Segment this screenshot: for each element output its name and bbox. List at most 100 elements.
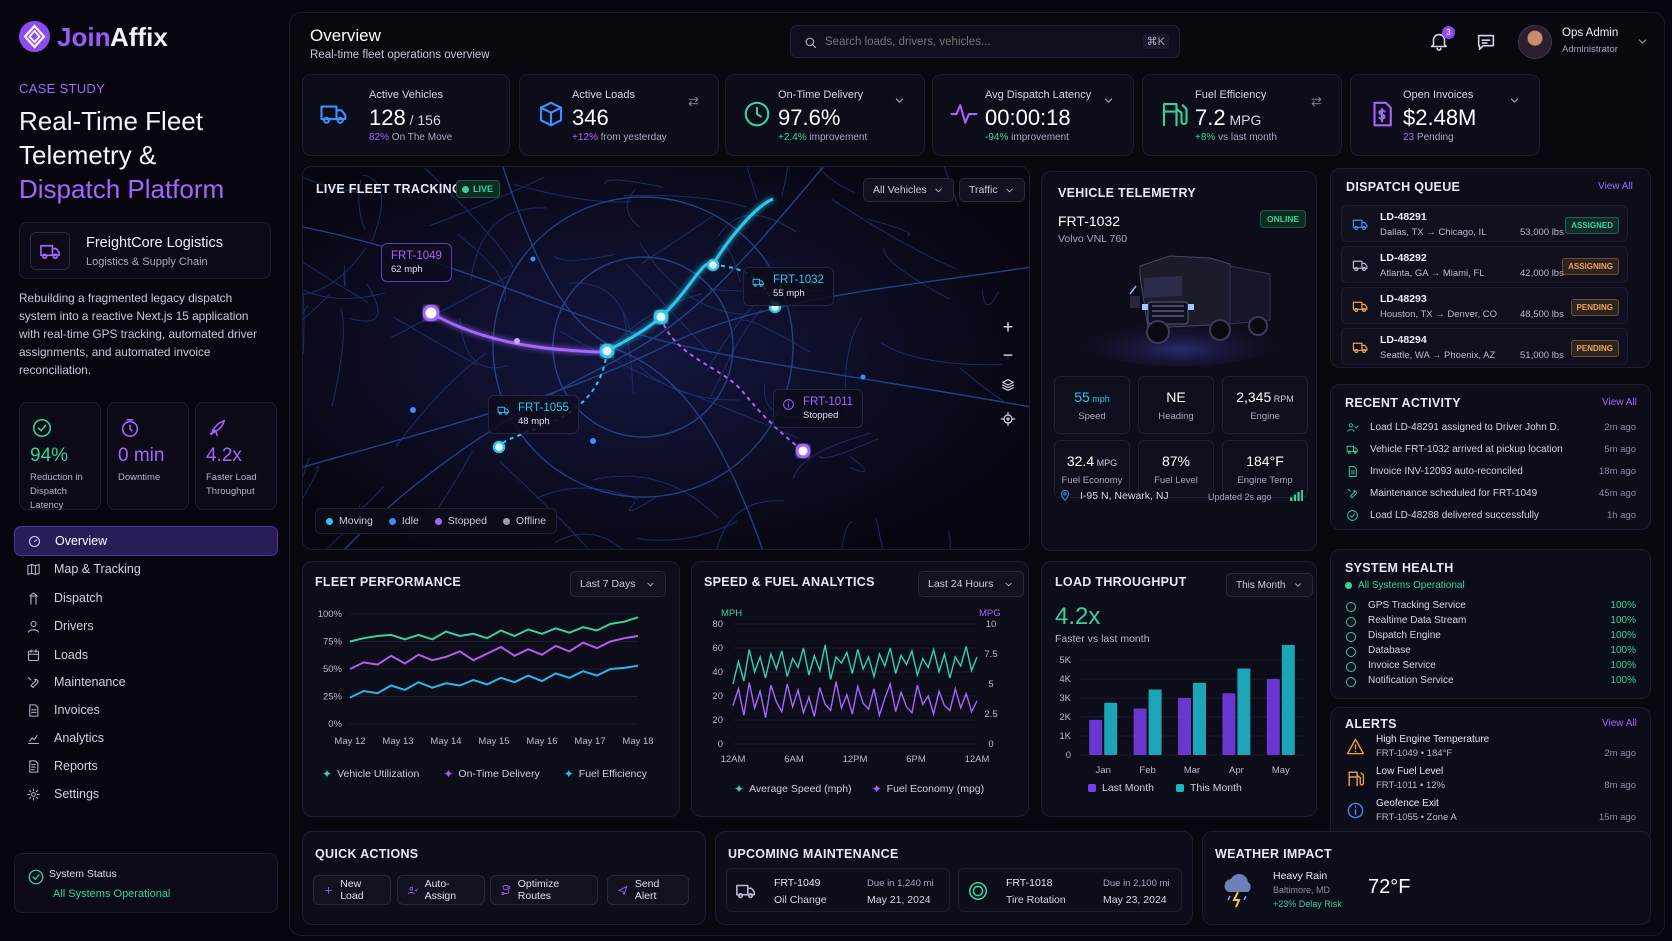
notification-button[interactable]: 3 bbox=[1428, 26, 1455, 54]
left-tick-label: 60 bbox=[712, 643, 723, 654]
tile-value-unit: MPG bbox=[1094, 458, 1118, 468]
maintenance-item-1[interactable]: FRT-1049 Oil Change Due in 1,240 mi May … bbox=[726, 868, 950, 912]
map-canvas[interactable] bbox=[303, 167, 1030, 550]
alert-item[interactable]: High Engine Temperature FRT-1049 • 184°F 2… bbox=[1346, 734, 1636, 766]
maintenance-item-2[interactable]: FRT-1018 Tire Rotation Due in 2,100 mi M… bbox=[958, 868, 1182, 912]
gear-icon bbox=[27, 787, 40, 801]
legend-item: ✦ On-Time Delivery bbox=[443, 767, 539, 781]
chevron-down-icon[interactable] bbox=[893, 94, 906, 107]
health-check-icon bbox=[1346, 662, 1356, 672]
kpi-fuel-efficiency[interactable]: Fuel Efficiency 7.2 MPG +8% vs last month bbox=[1142, 74, 1342, 156]
alert-title: Geofence Exit bbox=[1376, 798, 1439, 809]
kpi-sub-strong: 82% bbox=[369, 132, 390, 143]
quick-action-label: Optimize Routes bbox=[517, 878, 560, 902]
x-tick-label: May 15 bbox=[478, 736, 509, 747]
left-tick-label: 20 bbox=[712, 691, 723, 702]
chevron-down-icon[interactable] bbox=[1102, 94, 1115, 107]
filter-traffic-select[interactable]: Traffic bbox=[959, 178, 1025, 202]
activity-item[interactable]: Load LD-48288 delivered successfully 1h a… bbox=[1346, 509, 1636, 525]
kpi-active-loads[interactable]: Active Loads 346 +12% from yesterday bbox=[519, 74, 719, 156]
y-tick-label: 25% bbox=[323, 692, 343, 703]
telemetry-tile-fuel-level: 87% Fuel Level bbox=[1138, 440, 1214, 498]
kpi-on-time-delivery[interactable]: On-Time Delivery 97.6% +2.4% improvement bbox=[725, 74, 925, 156]
kpi-avg-dispatch-latency[interactable]: Avg Dispatch Latency 00:00:18 -94% improve… bbox=[932, 74, 1134, 156]
quick-action-send-alert[interactable]: Send Alert bbox=[607, 875, 689, 905]
nav-item-analytics[interactable]: Analytics bbox=[14, 723, 278, 753]
dispatch-row[interactable]: LD-48293 Houston, TX → Denver, CO 48,500 l… bbox=[1341, 287, 1628, 324]
activity-time: 18m ago bbox=[1599, 466, 1636, 477]
bar-this-month-apr bbox=[1237, 668, 1251, 755]
check-circle-icon bbox=[1347, 510, 1358, 521]
search-input[interactable] bbox=[825, 33, 1125, 51]
activity-view-all-link[interactable]: View All bbox=[1602, 397, 1637, 408]
kpi-sub: +12% from yesterday bbox=[572, 132, 667, 143]
nav-item-settings[interactable]: Settings bbox=[14, 779, 278, 809]
filter-vehicles-select[interactable]: All Vehicles bbox=[863, 178, 954, 202]
load-throughput-chart: 5K 4K 3K 2K 1K 0 Jan Feb Mar Apr May bbox=[1059, 645, 1303, 775]
zoom-out-button[interactable]: − bbox=[1002, 345, 1014, 365]
map-marker-frt-1055[interactable]: FRT-1055 48 mph bbox=[488, 395, 579, 434]
activity-item[interactable]: Load LD-48291 assigned to Driver John D.… bbox=[1346, 421, 1636, 437]
speed-range-select[interactable]: Last 24 Hours bbox=[918, 571, 1025, 597]
throughput-range-select[interactable]: This Month bbox=[1226, 573, 1314, 597]
activity-item[interactable]: Vehicle FRT-1032 arrived at pickup locat… bbox=[1346, 443, 1636, 459]
load-throughput-legend: Last Month This Month bbox=[1088, 782, 1242, 794]
alerts-view-all-link[interactable]: View All bbox=[1602, 718, 1637, 729]
maintenance-date: May 21, 2024 bbox=[867, 894, 931, 906]
load-id: LD-48292 bbox=[1380, 252, 1427, 264]
nav-item-dispatch[interactable]: Dispatch bbox=[14, 583, 278, 613]
truck-icon bbox=[736, 884, 756, 899]
legend-item: ✦ Fuel Economy (mpg) bbox=[872, 782, 985, 796]
tile-value-main: 87% bbox=[1161, 453, 1191, 469]
activity-item[interactable]: Maintenance scheduled for FRT-1049 45m ag… bbox=[1346, 487, 1636, 503]
kpi-active-vehicles[interactable]: Active Vehicles 128 / 156 82% On The Move bbox=[302, 74, 510, 156]
user-menu[interactable]: Ops Admin Administrator bbox=[1518, 24, 1658, 60]
chat-icon bbox=[1477, 34, 1495, 51]
nav-item-maintenance[interactable]: Maintenance bbox=[14, 667, 278, 697]
case-study-title-1: Real-Time Fleet bbox=[19, 106, 203, 136]
kpi-open-invoices[interactable]: Open Invoices $2.48M 23 Pending bbox=[1350, 74, 1540, 156]
nav-item-loads[interactable]: Loads bbox=[14, 640, 278, 670]
telemetry-tile-engine: 2,345 RPM Engine bbox=[1222, 376, 1308, 434]
legend-item: This Month bbox=[1175, 782, 1242, 794]
legend-label: Fuel Efficiency bbox=[578, 768, 647, 780]
legend-label: Offline bbox=[515, 515, 547, 527]
dispatch-row[interactable]: LD-48292 Atlanta, GA → Miami, FL 42,000 lb… bbox=[1341, 246, 1628, 283]
dispatch-row[interactable]: LD-48291 Dallas, TX → Chicago, IL 53,000 l… bbox=[1341, 205, 1628, 242]
quick-action-auto-assign[interactable]: Auto-Assign bbox=[397, 875, 485, 905]
kpi-sub-strong: -94% bbox=[985, 132, 1009, 143]
brand-logo[interactable]: Join Affix bbox=[18, 20, 198, 54]
nav-item-map-tracking[interactable]: Map & Tracking bbox=[14, 554, 278, 584]
marker-id: FRT-1049 bbox=[391, 250, 442, 262]
invoice-dollar-icon bbox=[1373, 101, 1392, 127]
quick-action-new-load[interactable]: New Load bbox=[313, 875, 391, 905]
nav-item-invoices[interactable]: Invoices bbox=[14, 695, 278, 725]
activity-item[interactable]: Invoice INV-12093 auto-reconciled 18m ago bbox=[1346, 465, 1636, 481]
map-marker-frt-1049[interactable]: FRT-1049 62 mph bbox=[381, 243, 452, 282]
nav-item-drivers[interactable]: Drivers bbox=[14, 611, 278, 641]
tile-value: 87% bbox=[1139, 453, 1213, 469]
alert-item[interactable]: Geofence Exit FRT-1055 • Zone A 15m ago bbox=[1346, 798, 1636, 830]
locate-button[interactable] bbox=[992, 403, 1024, 437]
layers-button[interactable] bbox=[992, 369, 1024, 403]
alert-item[interactable]: Low Fuel Level FRT-1011 • 12% 8m ago bbox=[1346, 766, 1636, 798]
search-bar[interactable]: ⌘K bbox=[790, 25, 1180, 58]
fleet-range-select[interactable]: Last 7 Days bbox=[570, 571, 667, 597]
map-marker-frt-1011[interactable]: FRT-1011 Stopped bbox=[773, 389, 864, 428]
dispatch-row[interactable]: LD-48294 Seattle, WA → Phoenix, AZ 51,000 … bbox=[1341, 328, 1628, 365]
nav-item-overview[interactable]: Overview bbox=[14, 526, 278, 556]
kpi-value: 00:00:18 bbox=[985, 105, 1071, 131]
tile-label: Engine Temp bbox=[1237, 475, 1293, 486]
kpi-sub-strong: +2.4% bbox=[778, 132, 807, 143]
weather-impact-card bbox=[1202, 831, 1651, 925]
chevron-down-icon[interactable] bbox=[1508, 94, 1521, 107]
messages-button[interactable] bbox=[1475, 31, 1499, 55]
bar-this-month-may bbox=[1281, 645, 1295, 755]
map-marker-frt-1032[interactable]: FRT-1032 55 mph bbox=[743, 267, 834, 306]
nav-item-reports[interactable]: Reports bbox=[14, 751, 278, 781]
legend-item: ✦ Vehicle Utilization bbox=[322, 767, 419, 781]
quick-action-optimize-routes[interactable]: Optimize Routes bbox=[490, 875, 598, 905]
bar-last-month-feb bbox=[1133, 708, 1147, 755]
dispatch-view-all-link[interactable]: View All bbox=[1598, 181, 1633, 192]
zoom-in-button[interactable]: + bbox=[1002, 317, 1014, 337]
